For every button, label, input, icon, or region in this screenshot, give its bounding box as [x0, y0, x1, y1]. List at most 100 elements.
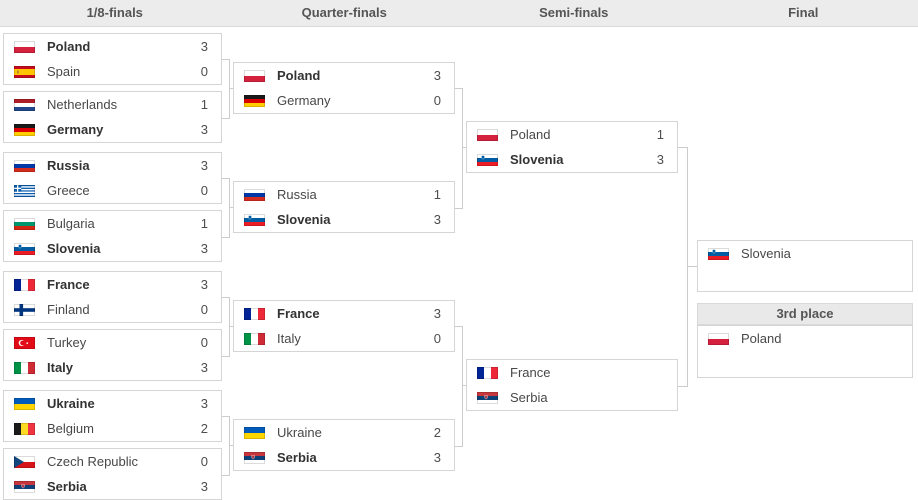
team-name: Spain [47, 64, 193, 79]
team-score: 3 [434, 212, 441, 227]
team-name: Turkey [47, 335, 193, 350]
match-quarter-3: France 3 Italy 0 [233, 300, 455, 352]
team-name: Ukraine [277, 425, 426, 440]
team-row-belgium[interactable]: Belgium 2 [4, 416, 221, 441]
team-row-slovenia[interactable]: Slovenia [698, 241, 912, 266]
team-name: Slovenia [510, 152, 649, 167]
team-name: Czech Republic [47, 454, 193, 469]
match-eighth-3: Russia 3 Greece 0 [3, 152, 222, 204]
team-row-serbia[interactable]: Serbia 3 [4, 474, 221, 499]
flag-germany-icon [244, 95, 265, 107]
team-name: Serbia [277, 450, 426, 465]
team-row-france[interactable]: France 3 [4, 272, 221, 297]
team-row-netherlands[interactable]: Netherlands 1 [4, 92, 221, 117]
team-score: 0 [201, 335, 208, 350]
team-row-serbia[interactable]: Serbia [467, 385, 677, 410]
team-row-germany[interactable]: Germany 0 [234, 88, 454, 113]
team-score: 3 [201, 396, 208, 411]
team-name: Russia [47, 158, 193, 173]
flag-spain-icon [14, 66, 35, 78]
flag-finland-icon [14, 304, 35, 316]
match-eighth-6: Turkey 0 Italy 3 [3, 329, 222, 381]
team-row-ukraine[interactable]: Ukraine 2 [234, 420, 454, 445]
team-row-czech-republic[interactable]: Czech Republic 0 [4, 449, 221, 474]
round-header-bar: 1/8-finals Quarter-finals Semi-finals Fi… [0, 0, 918, 27]
team-row-poland[interactable]: Poland 1 [467, 122, 677, 147]
flag-poland-icon [708, 333, 729, 345]
match-quarter-1: Poland 3 Germany 0 [233, 62, 455, 114]
team-row-russia[interactable]: Russia 3 [4, 153, 221, 178]
team-row-italy[interactable]: Italy 0 [234, 326, 454, 351]
team-score: 0 [434, 93, 441, 108]
flag-czech-republic-icon [14, 456, 35, 468]
team-name: France [277, 306, 426, 321]
match-eighth-7: Ukraine 3 Belgium 2 [3, 390, 222, 442]
flag-france-icon [14, 279, 35, 291]
team-score: 1 [434, 187, 441, 202]
flag-france-icon [244, 308, 265, 320]
team-row-slovenia[interactable]: Slovenia 3 [467, 147, 677, 172]
flag-russia-icon [244, 189, 265, 201]
team-name: Serbia [47, 479, 193, 494]
team-row-slovenia[interactable]: Slovenia 3 [234, 207, 454, 232]
match-eighth-4: Bulgaria 1 Slovenia 3 [3, 210, 222, 262]
team-name: Germany [47, 122, 193, 137]
flag-serbia-icon [14, 481, 35, 493]
team-row-ukraine[interactable]: Ukraine 3 [4, 391, 221, 416]
connector [222, 416, 230, 476]
team-name: Greece [47, 183, 193, 198]
team-row-slovenia[interactable]: Slovenia 3 [4, 236, 221, 261]
team-name: Belgium [47, 421, 193, 436]
flag-serbia-icon [244, 452, 265, 464]
team-row-france[interactable]: France 3 [234, 301, 454, 326]
team-score: 1 [201, 216, 208, 231]
team-row-poland[interactable]: Poland 3 [4, 34, 221, 59]
team-name: Bulgaria [47, 216, 193, 231]
team-score: 0 [201, 183, 208, 198]
flag-bulgaria-icon [14, 218, 35, 230]
team-score: 3 [201, 241, 208, 256]
team-row-serbia[interactable]: Serbia 3 [234, 445, 454, 470]
match-third-place: Poland [697, 325, 913, 378]
team-row-spain[interactable]: Spain 0 [4, 59, 221, 84]
team-row-finland[interactable]: Finland 0 [4, 297, 221, 322]
match-eighth-2: Netherlands 1 Germany 3 [3, 91, 222, 143]
team-name: Poland [277, 68, 426, 83]
match-eighth-5: France 3 Finland 0 [3, 271, 222, 323]
team-row-france[interactable]: France [467, 360, 677, 385]
team-score: 0 [201, 302, 208, 317]
team-name: Slovenia [47, 241, 193, 256]
flag-netherlands-icon [14, 99, 35, 111]
team-row-greece[interactable]: Greece 0 [4, 178, 221, 203]
flag-ukraine-icon [14, 398, 35, 410]
team-score: 3 [201, 360, 208, 375]
connector [455, 88, 463, 209]
team-name: France [47, 277, 193, 292]
team-row-bulgaria[interactable]: Bulgaria 1 [4, 211, 221, 236]
third-place-header: 3rd place [697, 303, 913, 325]
team-name: Netherlands [47, 97, 193, 112]
team-row-poland[interactable]: Poland 3 [234, 63, 454, 88]
connector [222, 178, 230, 238]
team-name: Germany [277, 93, 426, 108]
team-name: Russia [277, 187, 426, 202]
team-score: 1 [657, 127, 664, 142]
team-score: 3 [201, 39, 208, 54]
team-row-russia[interactable]: Russia 1 [234, 182, 454, 207]
team-score: 3 [201, 277, 208, 292]
flag-ukraine-icon [244, 427, 265, 439]
team-name: Serbia [510, 390, 656, 405]
team-row-poland[interactable]: Poland [698, 326, 912, 351]
team-name: Poland [510, 127, 649, 142]
connector [687, 266, 697, 267]
flag-france-icon [477, 367, 498, 379]
connector [222, 297, 230, 357]
team-score: 3 [201, 479, 208, 494]
team-score: 0 [201, 64, 208, 79]
round-title-semi-finals: Semi-finals [459, 0, 689, 26]
team-row-italy[interactable]: Italy 3 [4, 355, 221, 380]
team-row-germany[interactable]: Germany 3 [4, 117, 221, 142]
team-row-turkey[interactable]: Turkey 0 [4, 330, 221, 355]
team-score: 2 [201, 421, 208, 436]
flag-russia-icon [14, 160, 35, 172]
